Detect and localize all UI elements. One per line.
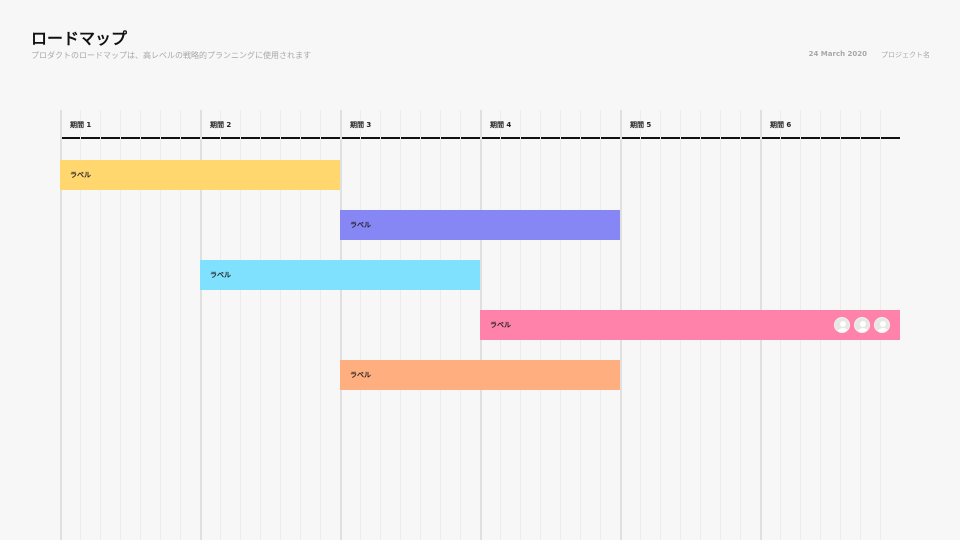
project-name: プロジェクト名 [881, 50, 930, 60]
task-label: ラベル [490, 320, 511, 330]
avatar-icon[interactable] [834, 317, 850, 333]
task-label: ラベル [70, 170, 91, 180]
assignee-avatars [834, 317, 890, 333]
roadmap-board: 期間 1 期間 2 期間 3 期間 4 期間 5 期間 6 ラベル ラベル ラベル ラベル ラベル [60, 110, 900, 540]
grid-line-minor [440, 110, 441, 540]
task-bar[interactable]: ラベル [340, 360, 620, 390]
period-label: 期間 6 [770, 120, 791, 130]
date-text: 24 March 2020 [809, 50, 867, 60]
task-label: ラベル [350, 370, 371, 380]
grid-line-minor [360, 110, 361, 540]
grid-line-minor [380, 110, 381, 540]
avatar-icon[interactable] [874, 317, 890, 333]
period-label: 期間 2 [210, 120, 231, 130]
task-bar[interactable]: ラベル [200, 260, 480, 290]
task-bar[interactable]: ラベル [60, 160, 340, 190]
period-label: 期間 1 [70, 120, 91, 130]
task-label: ラベル [350, 220, 371, 230]
period-label: 期間 3 [350, 120, 371, 130]
grid-line-minor [460, 110, 461, 540]
grid-line-minor [400, 110, 401, 540]
page-title: ロードマップ [31, 25, 127, 49]
grid-line-period [340, 110, 342, 540]
period-label: 期間 4 [490, 120, 511, 130]
task-bar[interactable]: ラベル [480, 310, 900, 340]
grid-line-minor [420, 110, 421, 540]
period-label: 期間 5 [630, 120, 651, 130]
avatar-icon[interactable] [854, 317, 870, 333]
page-subtitle: プロダクトのロードマップは、高レベルの戦略的プランニングに使用されます [31, 50, 311, 61]
task-label: ラベル [210, 270, 231, 280]
header-meta: 24 March 2020 プロジェクト名 [809, 50, 930, 60]
task-bar[interactable]: ラベル [340, 210, 620, 240]
